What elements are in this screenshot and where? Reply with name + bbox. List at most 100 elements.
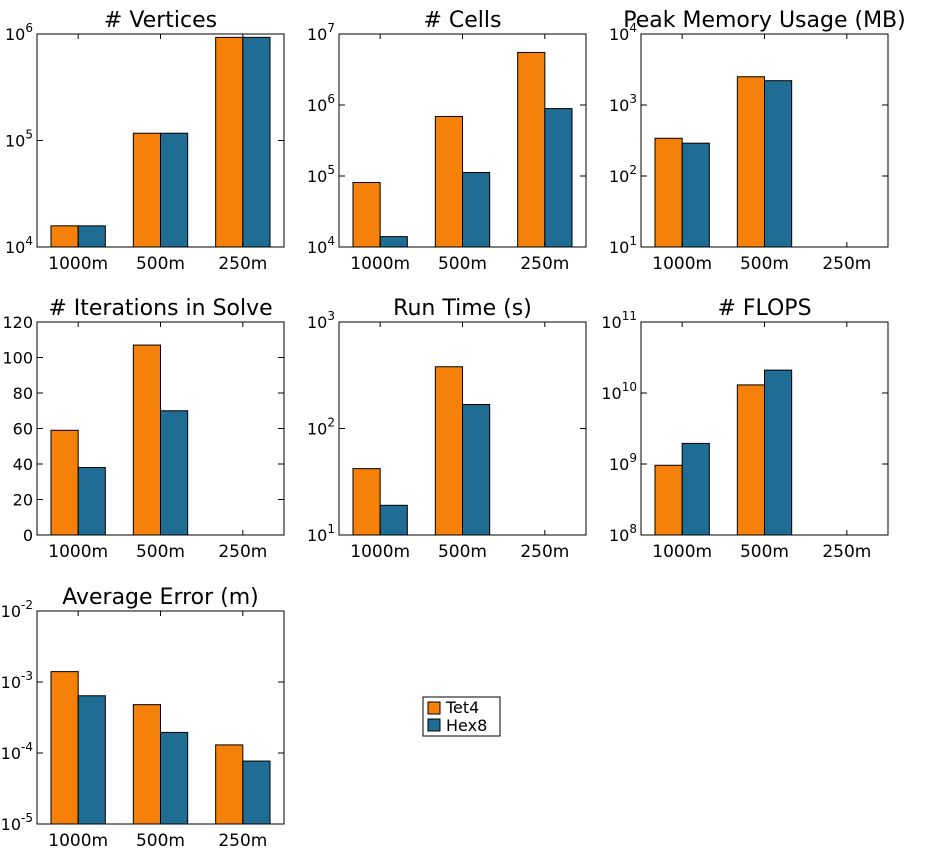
y-tick-label: 0	[23, 526, 33, 545]
bar-hex8	[379, 236, 408, 248]
y-tick-label: 109	[609, 451, 637, 474]
x-tick-label: 250m	[218, 254, 267, 274]
bar-tet4	[736, 384, 766, 536]
bar-tet4	[517, 51, 546, 248]
bar-tet4	[352, 468, 381, 536]
y-tick-label: 103	[609, 92, 637, 115]
y-tick-label: 108	[609, 522, 637, 545]
x-tick-label: 250m	[520, 254, 569, 274]
y-tick-label: 40	[13, 455, 33, 474]
bar-hex8	[544, 108, 573, 248]
x-tick-label: 250m	[520, 542, 569, 562]
chart-title: Peak Memory Usage (MB)	[623, 8, 905, 33]
y-tick-label: 10-2	[1, 598, 33, 621]
bar-hex8	[379, 504, 408, 536]
bar-tet4	[654, 464, 683, 536]
y-tick-label: 1011	[601, 309, 637, 332]
x-tick-label: 1000m	[350, 542, 410, 562]
legend-swatch-hex8	[427, 718, 441, 732]
y-tick-label: 10-3	[1, 669, 33, 692]
y-tick-label: 100	[2, 349, 33, 368]
chart-panel: # Iterations in Solve 1000m 500m 250m 0 20 40 6…	[2, 296, 285, 562]
bar-tet4	[434, 115, 463, 248]
y-tick-label: 101	[307, 522, 335, 545]
chart-title: Average Error (m)	[62, 585, 259, 610]
y-tick-label: 10-4	[1, 740, 33, 763]
bar-tet4	[132, 344, 162, 536]
y-tick-label: 20	[13, 491, 33, 510]
bar-tet4	[132, 704, 162, 825]
bar-hex8	[77, 695, 106, 825]
bar-tet4	[215, 744, 244, 825]
bar-hex8	[160, 410, 189, 536]
y-tick-label: 104	[5, 234, 33, 257]
chart-panel: Run Time (s) 1000m 500m 250m 101 102 103	[307, 296, 587, 562]
bar-tet4	[434, 366, 463, 536]
bar-hex8	[160, 731, 189, 825]
x-tick-label: 250m	[218, 831, 267, 850]
x-tick-label: 500m	[136, 254, 185, 274]
chart-title: # Iterations in Solve	[48, 296, 272, 321]
bar-hex8	[242, 760, 271, 825]
x-tick-label: 250m	[822, 254, 871, 274]
y-tick-label: 106	[5, 21, 33, 44]
y-tick-label: 101	[609, 234, 637, 257]
bar-tet4	[50, 429, 79, 536]
x-tick-label: 1000m	[48, 831, 108, 850]
chart-title: Run Time (s)	[393, 296, 532, 321]
y-tick-label: 10-5	[1, 811, 33, 834]
legend-swatch-tet4	[427, 701, 441, 715]
y-tick-label: 105	[5, 128, 33, 151]
legend: Tet4 Hex8	[422, 696, 501, 737]
bar-hex8	[77, 467, 106, 536]
chart-title: # Vertices	[104, 8, 217, 33]
y-tick-label: 102	[609, 163, 637, 186]
legend-label-tet4: Tet4	[445, 698, 479, 717]
bar-tet4	[736, 76, 766, 248]
bar-tet4	[50, 671, 79, 825]
bar-hex8	[764, 369, 793, 536]
x-tick-label: 500m	[136, 831, 185, 850]
bar-tet4	[215, 36, 244, 248]
bar-hex8	[242, 36, 271, 248]
y-tick-label: 104	[307, 234, 335, 257]
bar-hex8	[462, 404, 491, 536]
y-tick-label: 102	[307, 416, 335, 439]
x-tick-label: 500m	[438, 542, 487, 562]
x-tick-label: 1000m	[652, 254, 712, 274]
y-tick-label: 120	[2, 313, 33, 332]
x-tick-label: 1000m	[48, 542, 108, 562]
legend-label-hex8: Hex8	[446, 716, 487, 735]
chart-panel: Peak Memory Usage (MB) 1000m 500m 250m 101 10…	[609, 8, 906, 274]
x-tick-label: 1000m	[48, 254, 108, 274]
x-tick-label: 500m	[438, 254, 487, 274]
y-tick-label: 80	[13, 384, 33, 403]
bar-hex8	[681, 142, 710, 248]
chart-panel: # Vertices 1000m 500m 250m 104 105 106	[5, 8, 285, 274]
x-tick-label: 500m	[136, 542, 185, 562]
bar-tet4	[132, 132, 162, 248]
y-tick-label: 1010	[601, 380, 637, 403]
x-tick-label: 500m	[740, 254, 789, 274]
y-tick-label: 105	[307, 163, 335, 186]
chart-title: # Cells	[423, 8, 501, 33]
chart-panel: # Cells 1000m 500m 250m 104 105 106 107	[307, 8, 587, 274]
x-tick-label: 1000m	[652, 542, 712, 562]
x-tick-label: 1000m	[350, 254, 410, 274]
x-tick-label: 250m	[218, 542, 267, 562]
y-tick-label: 106	[307, 92, 335, 115]
bar-hex8	[160, 132, 189, 248]
x-tick-label: 250m	[822, 542, 871, 562]
bar-tet4	[352, 181, 381, 248]
bar-tet4	[50, 225, 79, 248]
bar-hex8	[462, 172, 491, 248]
y-tick-label: 104	[609, 21, 637, 44]
y-tick-label: 60	[13, 420, 33, 439]
y-tick-label: 103	[307, 309, 335, 332]
bar-hex8	[764, 80, 793, 248]
bar-hex8	[681, 442, 710, 536]
y-tick-label: 107	[307, 21, 335, 44]
chart-panel: Average Error (m) 1000m 500m 250m 10-5 10-4 10…	[1, 585, 285, 850]
x-tick-label: 500m	[740, 542, 789, 562]
